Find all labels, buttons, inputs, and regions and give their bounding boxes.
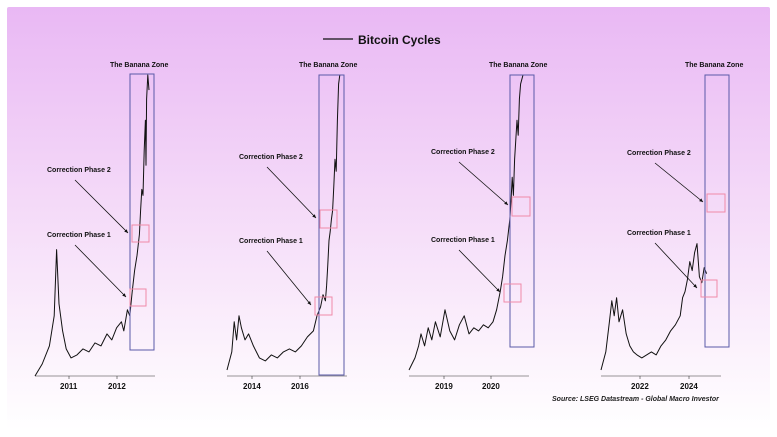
correction-phase-1-arrow-head bbox=[122, 293, 126, 297]
correction-phase-1-arrow-shaft bbox=[458, 249, 501, 293]
correction-phase-1-box bbox=[314, 296, 333, 316]
correction-phase-1-box bbox=[503, 283, 522, 303]
x-tick-label: 2022 bbox=[631, 382, 649, 391]
correction-phase-1-label: Correction Phase 1 bbox=[431, 237, 495, 244]
correction-phase-1-label: Correction Phase 1 bbox=[47, 232, 111, 239]
correction-phase-2-box bbox=[319, 209, 338, 229]
cycle-panel-3: The Banana Zone Correction Phase 2 Correct… bbox=[408, 62, 547, 391]
banana-zone-box bbox=[704, 74, 730, 348]
legend: Bitcoin Cycles bbox=[323, 33, 441, 47]
correction-phase-1-arrow bbox=[74, 244, 127, 298]
banana-zone-box bbox=[318, 74, 345, 376]
correction-phase-2-box bbox=[511, 196, 531, 217]
price-series-line bbox=[408, 74, 524, 371]
correction-phase-2-arrow-shaft bbox=[266, 166, 317, 219]
price-series-line bbox=[34, 74, 150, 377]
x-tick-label: 2016 bbox=[291, 382, 309, 391]
correction-phase-2-label: Correction Phase 2 bbox=[431, 149, 495, 156]
correction-phase-1-arrow-head bbox=[693, 284, 697, 288]
correction-phase-1-arrow-shaft bbox=[74, 244, 127, 298]
banana-zone-box bbox=[129, 73, 155, 351]
correction-phase-2-arrow-head bbox=[312, 214, 316, 218]
correction-phase-2-arrow bbox=[74, 179, 129, 234]
x-tick-label: 2012 bbox=[108, 382, 126, 391]
correction-phase-1-arrow-head bbox=[496, 288, 500, 292]
x-tick-label: 2019 bbox=[435, 382, 453, 391]
correction-phase-1-box bbox=[129, 288, 147, 307]
price-series-line bbox=[600, 243, 708, 371]
correction-phase-2-arrow bbox=[458, 161, 509, 206]
correction-phase-1-arrow bbox=[266, 250, 312, 306]
correction-phase-2-arrow-head bbox=[699, 198, 703, 202]
correction-phase-2-arrow-head bbox=[124, 229, 128, 233]
correction-phase-2-box bbox=[131, 224, 150, 243]
correction-phase-2-arrow-shaft bbox=[458, 161, 509, 206]
correction-phase-1-label: Correction Phase 1 bbox=[627, 230, 691, 237]
correction-phase-2-label: Correction Phase 2 bbox=[239, 154, 303, 161]
correction-phase-2-box bbox=[706, 193, 726, 213]
correction-phase-1-arrow-shaft bbox=[266, 250, 312, 306]
correction-phase-2-arrow-shaft bbox=[74, 179, 129, 234]
x-tick-label: 2014 bbox=[243, 382, 261, 391]
chart-title: Bitcoin Cycles bbox=[358, 33, 441, 47]
x-tick-label: 2024 bbox=[680, 382, 698, 391]
banana-zone-box bbox=[509, 74, 535, 348]
correction-phase-2-label: Correction Phase 2 bbox=[627, 150, 691, 157]
banana-zone-label: The Banana Zone bbox=[685, 62, 743, 69]
correction-phase-1-label: Correction Phase 1 bbox=[239, 238, 303, 245]
banana-zone-label: The Banana Zone bbox=[489, 62, 547, 69]
correction-phase-2-arrow-head bbox=[504, 201, 508, 205]
correction-phase-2-label: Correction Phase 2 bbox=[47, 167, 111, 174]
price-series-line bbox=[226, 74, 341, 371]
source-note: Source: LSEG Datastream - Global Macro I… bbox=[552, 396, 720, 403]
correction-phase-2-arrow-shaft bbox=[654, 162, 704, 203]
chart-frame: Bitcoin Cycles The Banana Zone Correction… bbox=[7, 7, 770, 430]
cycle-panel-4: The Banana Zone Correction Phase 2 Correct… bbox=[600, 62, 743, 391]
correction-phase-1-arrow bbox=[458, 249, 501, 293]
x-tick-label: 2020 bbox=[482, 382, 500, 391]
cycle-panel-1: The Banana Zone Correction Phase 2 Correct… bbox=[34, 62, 168, 391]
correction-phase-1-arrow-shaft bbox=[654, 242, 698, 289]
cycle-panel-2: The Banana Zone Correction Phase 2 Correct… bbox=[226, 62, 357, 391]
correction-phase-1-arrow-head bbox=[307, 301, 311, 305]
correction-phase-2-arrow bbox=[266, 166, 317, 219]
bitcoin-cycles-chart: Bitcoin Cycles The Banana Zone Correction… bbox=[34, 33, 743, 403]
correction-phase-1-box bbox=[700, 279, 718, 298]
x-tick-label: 2011 bbox=[60, 382, 78, 391]
banana-zone-label: The Banana Zone bbox=[110, 62, 168, 69]
panels: The Banana Zone Correction Phase 2 Correct… bbox=[34, 62, 743, 391]
banana-zone-label: The Banana Zone bbox=[299, 62, 357, 69]
correction-phase-1-arrow bbox=[654, 242, 698, 289]
correction-phase-2-arrow bbox=[654, 162, 704, 203]
